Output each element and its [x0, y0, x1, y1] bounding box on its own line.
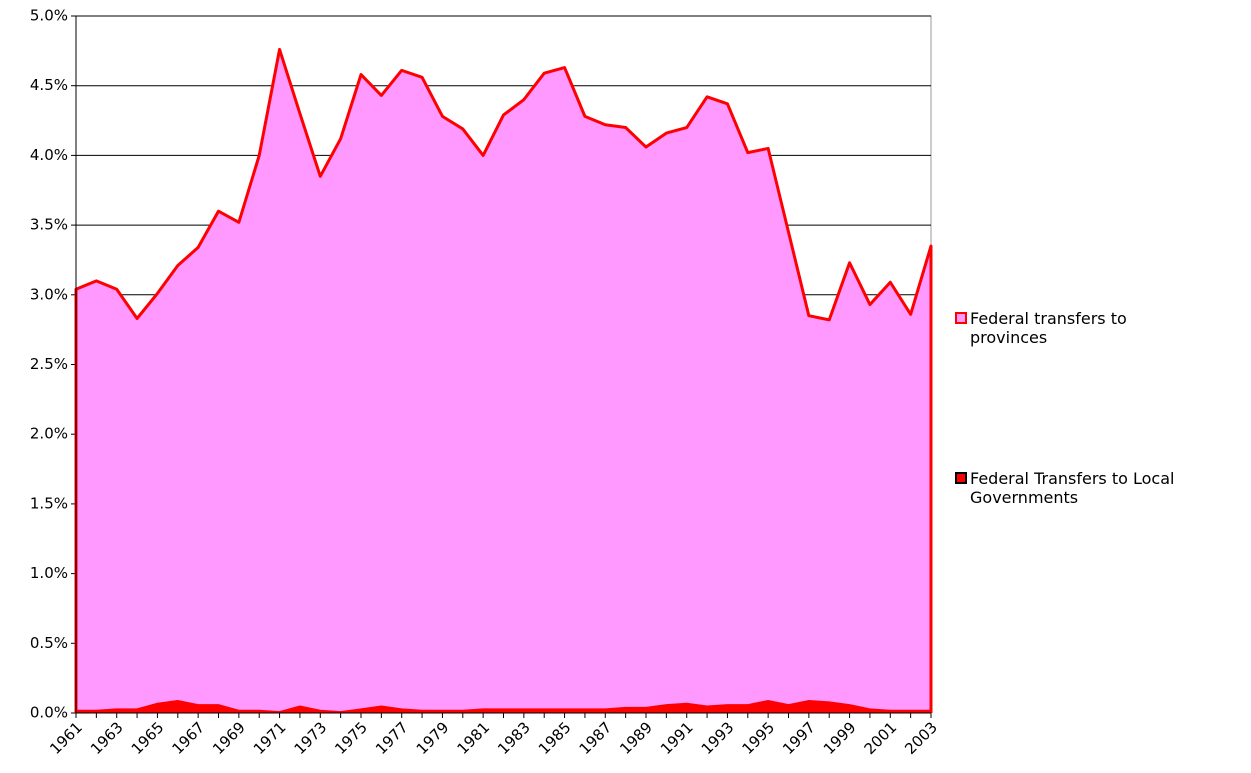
y-tick-label: 3.5%	[30, 216, 68, 234]
x-tick-label: 1981	[453, 718, 493, 758]
y-tick-label: 2.0%	[30, 425, 68, 443]
area	[76, 700, 931, 713]
legend-label: Federal transfers to provinces	[970, 309, 1127, 347]
x-tick-label: 1969	[209, 718, 249, 758]
x-tick-label: 1963	[87, 718, 127, 758]
legend-label: Federal Transfers to Local Governments	[970, 469, 1175, 507]
area	[76, 49, 931, 714]
legend-entry: Federal transfers to provinces	[955, 309, 1245, 347]
x-tick-label: 1983	[494, 718, 534, 758]
x-tick-label: 2001	[861, 718, 901, 758]
area-edge	[75, 699, 932, 713]
x-tick-label: 1985	[535, 718, 575, 758]
legend-swatch	[955, 472, 967, 484]
y-tick-label: 3.0%	[30, 285, 68, 303]
x-tick-label: 1975	[331, 718, 371, 758]
x-tick-label: 1973	[291, 718, 331, 758]
y-tick-label: 5.0%	[30, 7, 68, 25]
y-tick-label: 1.5%	[30, 494, 68, 512]
y-tick-label: 0.5%	[30, 634, 68, 652]
x-tick-label: 2003	[901, 718, 941, 758]
x-tick-label: 1967	[168, 718, 208, 758]
y-tick-label: 1.0%	[30, 564, 68, 582]
y-tick-label: 4.0%	[30, 146, 68, 164]
x-tick-label: 1999	[820, 718, 860, 758]
x-tick-label: 1961	[46, 718, 86, 758]
x-tick-label: 1965	[128, 718, 168, 758]
y-tick-label: 2.5%	[30, 355, 68, 373]
y-tick-label: 4.5%	[30, 76, 68, 94]
x-tick-label: 1987	[576, 718, 616, 758]
x-tick-label: 1989	[616, 718, 656, 758]
x-tick-label: 1979	[413, 718, 453, 758]
y-tick-label: 0.0%	[30, 704, 68, 722]
x-tick-label: 1997	[779, 718, 819, 758]
area-edge	[74, 47, 933, 713]
x-tick-label: 1995	[738, 718, 778, 758]
legend-swatch	[955, 312, 967, 324]
x-tick-label: 1991	[657, 718, 697, 758]
x-tick-label: 1977	[372, 718, 412, 758]
legend-entry: Federal Transfers to Local Governments	[955, 469, 1245, 507]
x-tick-label: 1971	[250, 718, 290, 758]
x-tick-label: 1993	[698, 718, 738, 758]
